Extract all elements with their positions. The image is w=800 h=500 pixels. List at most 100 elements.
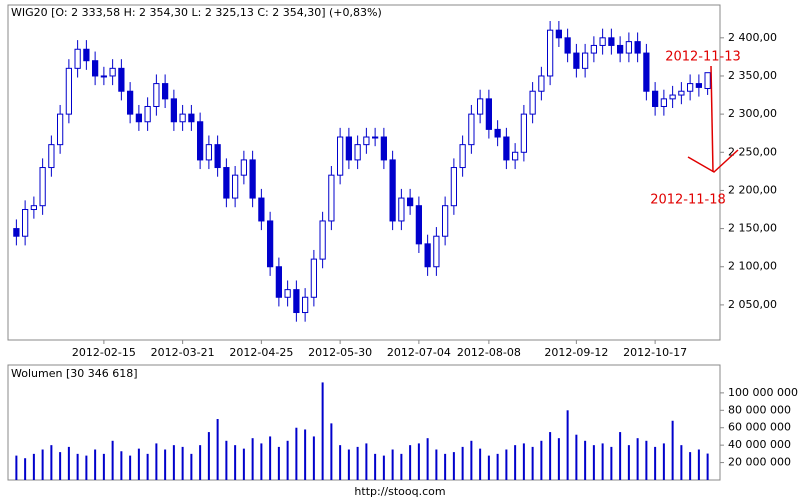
candle-body (337, 136, 344, 176)
volume-bar (234, 445, 237, 480)
volume-bar (304, 429, 307, 480)
candle-body (74, 48, 81, 69)
volume-bar (374, 453, 377, 480)
volume-bar (85, 455, 88, 480)
candle-body (643, 52, 650, 92)
candle-body (590, 44, 597, 54)
y-tick-label: 2 350,00 (728, 69, 777, 82)
volume-bar (592, 445, 595, 480)
candle-body (179, 113, 186, 123)
volume-bar (382, 455, 385, 480)
volume-bar (680, 445, 683, 480)
volume-bar (662, 443, 665, 480)
candle-body (65, 67, 72, 115)
volume-bar (654, 446, 657, 480)
volume-bar (286, 440, 289, 480)
candle-body (100, 75, 107, 78)
candle-body (695, 83, 702, 88)
candle-body (564, 37, 571, 54)
candle-body (92, 60, 99, 77)
candle-body (634, 41, 641, 54)
candle-body (660, 98, 667, 107)
x-tick-label: 2012-08-08 (457, 346, 521, 359)
candle-body (284, 289, 291, 298)
volume-bar (129, 455, 132, 480)
candle-body (118, 67, 125, 92)
y-tick-label: 40 000 000 (728, 438, 791, 451)
volume-bar (199, 445, 202, 480)
y-tick-label: 2 150,00 (728, 222, 777, 235)
candle-body (678, 90, 685, 96)
y-tick-label: 2 200,00 (728, 183, 777, 196)
volume-bar (610, 446, 613, 480)
volume-bar (32, 453, 35, 480)
volume-bar (601, 443, 604, 480)
candle-body (652, 90, 659, 107)
arrow (710, 65, 714, 173)
candle-body (205, 144, 212, 161)
x-tick-label: 2012-09-12 (544, 346, 608, 359)
candle-body (109, 67, 116, 77)
volume-bar (339, 445, 342, 480)
x-tick-label: 2012-02-15 (72, 346, 136, 359)
x-tick-label: 2012-04-25 (229, 346, 293, 359)
volume-bar (347, 449, 350, 480)
candle-body (582, 52, 589, 69)
y-tick-label: 2 300,00 (728, 107, 777, 120)
volume-bar (487, 455, 490, 480)
candle-body (240, 159, 247, 176)
x-tick-label: 2012-05-30 (308, 346, 372, 359)
chart-title: WIG20 [O: 2 333,58 H: 2 354,30 L: 2 325,… (11, 6, 382, 19)
candle-body (389, 159, 396, 222)
candle-body (503, 136, 510, 161)
volume-bar (41, 449, 44, 480)
volume-bar (146, 453, 149, 480)
volume-bar (409, 445, 412, 480)
candle-body (415, 205, 422, 245)
volume-bar (137, 448, 140, 480)
volume-bar (452, 452, 455, 480)
volume-bar (225, 440, 228, 480)
volume-bar (207, 432, 210, 480)
volume-bar (242, 448, 245, 480)
volume-bar (575, 434, 578, 480)
volume-bar (269, 436, 272, 480)
candle-body (372, 136, 379, 139)
volume-bar (181, 446, 184, 480)
volume-bar (435, 449, 438, 480)
y-tick-label: 2 100,00 (728, 260, 777, 273)
candle-body (424, 243, 431, 268)
candle-body (354, 144, 361, 161)
volume-bar (24, 458, 27, 480)
volume-bar (522, 443, 525, 480)
candle-body (328, 174, 335, 222)
volume-bar (102, 453, 105, 480)
candle-body (450, 167, 457, 207)
volume-bar (172, 445, 175, 480)
volume-bar (251, 438, 254, 480)
candle-body (57, 113, 64, 146)
candle-body (494, 128, 501, 138)
candle-body (468, 113, 475, 146)
candle-body (555, 29, 562, 39)
volume-bar (391, 449, 394, 480)
y-tick-label: 20 000 000 (728, 456, 791, 469)
candle-body (363, 136, 370, 146)
volume-bar (697, 449, 700, 480)
volume-bar (505, 449, 508, 480)
candle-body (302, 296, 309, 314)
volume-bar (365, 443, 368, 480)
candle-body (485, 98, 492, 130)
volume-bar (514, 445, 517, 480)
volume-bar (400, 453, 403, 480)
volume-bar (94, 449, 97, 480)
candle-body (162, 83, 169, 100)
candle-body (48, 144, 55, 169)
volume-bar (164, 449, 167, 480)
candle-body (13, 228, 20, 237)
footer: http://stooq.com (354, 485, 445, 498)
volume-bar (67, 446, 70, 480)
volume-bar (155, 443, 158, 480)
candle-body (687, 83, 694, 92)
